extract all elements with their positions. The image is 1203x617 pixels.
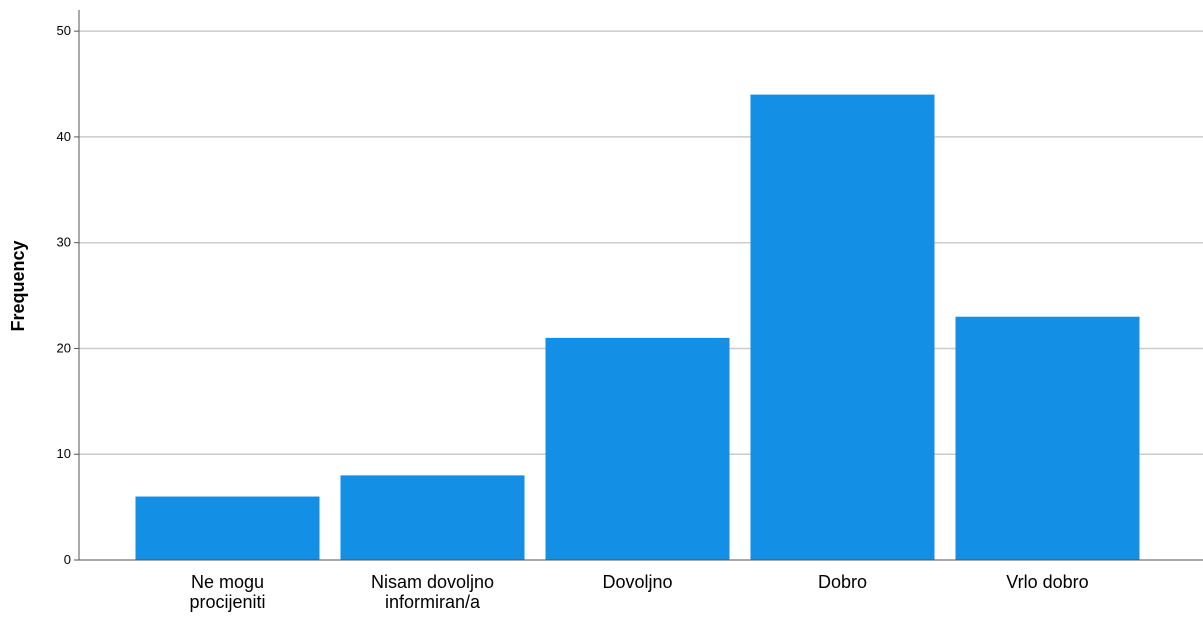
y-tick-label: 50 (57, 23, 71, 38)
x-tick-labels: Ne mogu procijeniti Nisam dovoljno informir… (189, 572, 1088, 612)
bar (340, 475, 525, 560)
y-tick-label: 10 (57, 446, 71, 461)
x-tick-label: Ne mogu procijeniti (189, 572, 265, 612)
y-tick-labels: 0 10 20 30 40 50 (57, 23, 79, 567)
x-tick-label: Dobro (818, 572, 867, 592)
x-tick-label: Vrlo dobro (1006, 572, 1088, 592)
bar (955, 316, 1140, 560)
y-tick-label: 30 (57, 235, 71, 250)
y-tick-label: 40 (57, 129, 71, 144)
y-tick-label: 20 (57, 340, 71, 355)
bar (545, 337, 730, 560)
bars (135, 94, 1140, 560)
x-tick-label: Nisam dovoljno informiran/a (371, 572, 494, 612)
y-axis-label: Frequency (8, 240, 28, 331)
bar (135, 496, 320, 560)
x-tick-label: Dovoljno (602, 572, 672, 592)
bar (750, 94, 935, 560)
y-tick-label: 0 (64, 552, 71, 567)
